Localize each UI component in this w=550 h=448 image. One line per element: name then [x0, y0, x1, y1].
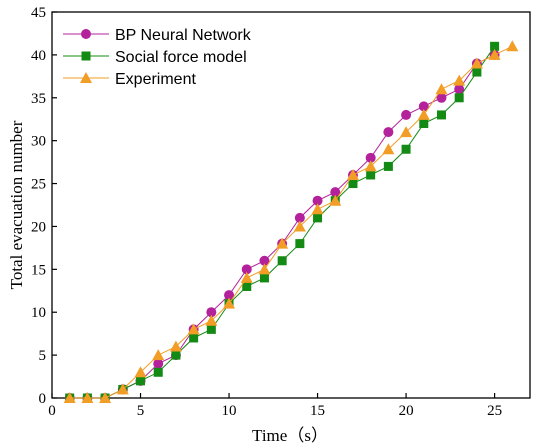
- data-point: [276, 237, 289, 249]
- data-point: [383, 161, 393, 171]
- data-point: [294, 212, 305, 223]
- x-tick-label: 0: [48, 403, 56, 419]
- x-tick-label: 15: [310, 403, 325, 419]
- y-tick-label: 45: [31, 5, 46, 21]
- data-point: [293, 220, 306, 232]
- legend-item: BP Neural Network: [63, 27, 252, 44]
- data-point: [116, 383, 129, 395]
- x-tick-label: 5: [137, 403, 145, 419]
- y-tick-label: 15: [31, 262, 46, 278]
- data-point: [366, 170, 376, 180]
- legend-item: Social force model: [63, 49, 247, 66]
- data-point: [206, 307, 217, 318]
- data-point: [348, 179, 358, 189]
- data-point: [241, 264, 252, 275]
- data-point: [134, 366, 147, 378]
- data-point: [488, 48, 501, 60]
- data-point: [136, 376, 146, 386]
- legend-label: Social force model: [115, 49, 247, 66]
- data-point: [330, 187, 341, 198]
- data-point: [490, 41, 500, 51]
- data-point: [169, 340, 182, 352]
- data-point: [470, 57, 483, 69]
- axis-ticks: 0 5 10 15 20 25 0 5 10 15 20 25 30 35 40 45: [31, 5, 502, 419]
- x-tick-label: 25: [487, 403, 502, 419]
- data-point: [189, 333, 199, 343]
- data-point: [224, 290, 235, 301]
- x-axis-label: Time（s）: [252, 426, 328, 445]
- data-point: [153, 367, 163, 377]
- data-point: [312, 195, 323, 206]
- data-point: [313, 213, 323, 223]
- y-tick-label: 25: [31, 177, 46, 193]
- data-point: [311, 203, 324, 215]
- legend-marker: [81, 29, 91, 39]
- y-tick-label: 5: [39, 348, 47, 364]
- data-point: [99, 392, 112, 403]
- legend-marker: [81, 51, 91, 61]
- series-layer: [63, 40, 519, 403]
- data-point: [187, 323, 200, 335]
- data-point: [472, 67, 482, 77]
- data-point: [419, 119, 429, 129]
- data-point: [258, 263, 271, 275]
- data-point: [364, 160, 377, 172]
- y-tick-label: 40: [31, 48, 46, 64]
- data-point: [454, 93, 464, 103]
- data-point: [259, 255, 270, 266]
- data-point: [506, 40, 519, 52]
- plot-area: [51, 11, 531, 399]
- data-point: [63, 392, 76, 403]
- data-point: [277, 256, 287, 266]
- data-point: [365, 152, 376, 163]
- legend-label: BP Neural Network: [115, 27, 252, 44]
- data-point: [171, 350, 181, 360]
- data-point: [152, 349, 165, 361]
- data-point: [259, 273, 269, 283]
- legend-label: Experiment: [115, 71, 196, 88]
- y-tick-label: 10: [31, 305, 46, 321]
- x-tick-label: 20: [399, 403, 414, 419]
- y-tick-label: 30: [31, 134, 46, 150]
- data-point: [401, 109, 412, 120]
- data-point: [206, 324, 216, 334]
- data-point: [223, 297, 236, 309]
- legend: BP Neural Network Social force model Exper…: [63, 27, 252, 88]
- data-point: [153, 358, 164, 369]
- data-point: [453, 74, 466, 86]
- data-point: [382, 143, 395, 155]
- data-point: [242, 281, 252, 291]
- data-point: [346, 168, 359, 180]
- data-point: [240, 271, 253, 283]
- data-point: [435, 83, 448, 95]
- data-point: [383, 127, 394, 138]
- y-axis-label: Total evacuation number: [7, 120, 26, 289]
- legend-item: Experiment: [63, 71, 196, 88]
- data-point: [329, 194, 342, 206]
- data-point: [81, 392, 94, 403]
- data-point: [417, 108, 430, 120]
- data-point: [418, 101, 429, 112]
- legend-marker: [80, 72, 92, 83]
- data-point: [295, 239, 305, 249]
- y-tick-label: 0: [39, 391, 47, 407]
- data-point: [205, 314, 218, 326]
- x-tick-label: 10: [222, 403, 237, 419]
- data-point: [454, 84, 465, 95]
- y-tick-label: 20: [31, 219, 46, 235]
- data-point: [436, 92, 447, 103]
- y-tick-label: 35: [31, 91, 46, 107]
- series: [63, 40, 519, 403]
- data-point: [400, 126, 413, 138]
- data-point: [436, 110, 446, 120]
- data-point: [401, 144, 411, 154]
